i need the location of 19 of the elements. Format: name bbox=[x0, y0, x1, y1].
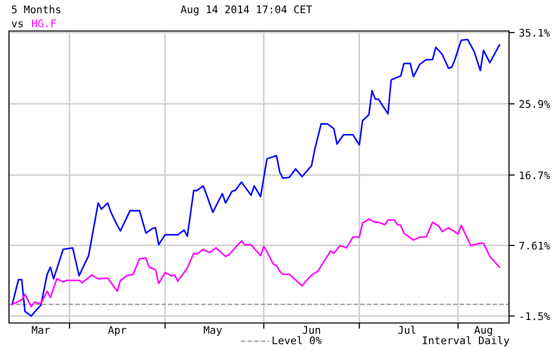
text: HG.F bbox=[32, 19, 56, 28]
y-tick-label: 16.7% bbox=[520, 171, 550, 180]
line-series bbox=[11, 218, 500, 308]
y-tick-label: 7.61% bbox=[519, 242, 550, 250]
y-tick-label: 25.9% bbox=[519, 100, 550, 108]
line-series bbox=[11, 38, 500, 317]
text: Interval Daily bbox=[422, 336, 510, 346]
x-tick-label: May bbox=[204, 326, 222, 336]
x-tick-label: Jun bbox=[302, 326, 320, 334]
x-tick-label: Mar bbox=[32, 326, 50, 334]
x-tick-label: Apr bbox=[108, 326, 126, 336]
y-tick-label: 35.1% bbox=[519, 28, 550, 37]
x-tick-label: Jul bbox=[398, 326, 416, 334]
legend-label: Level 0% bbox=[272, 336, 322, 344]
y-tick-label: -1.5% bbox=[520, 312, 550, 320]
x-tick-label: Aug bbox=[474, 326, 492, 336]
chart-subtitle: vs bbox=[12, 21, 23, 28]
text: Aug 14 2014 17:04 CET bbox=[180, 5, 312, 16]
chart-title: 5 Months bbox=[12, 5, 60, 14]
